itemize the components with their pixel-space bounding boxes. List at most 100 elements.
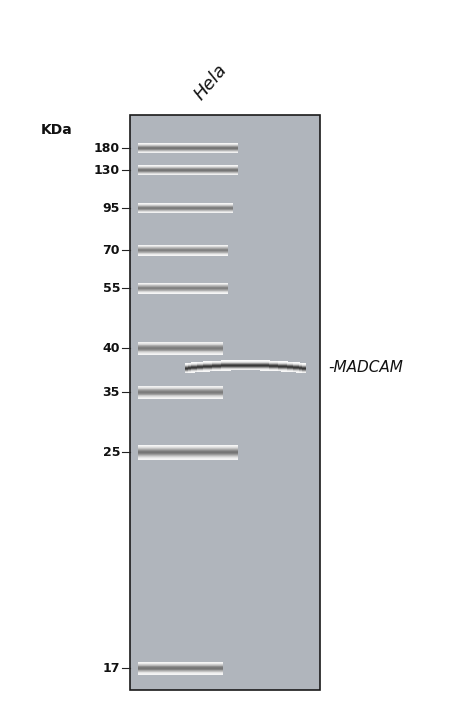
Bar (269, 364, 273, 365)
Bar (138, 446, 238, 448)
Bar (245, 369, 249, 370)
Bar (138, 147, 238, 148)
Bar (239, 367, 243, 368)
Bar (287, 363, 290, 364)
Bar (275, 364, 279, 365)
Bar (224, 364, 227, 365)
Bar (242, 362, 245, 363)
Bar (138, 174, 238, 175)
Bar (260, 362, 263, 363)
Bar (138, 211, 233, 212)
Bar (245, 365, 249, 366)
Bar (293, 365, 296, 366)
Bar (138, 665, 223, 666)
Bar (212, 366, 215, 367)
Bar (260, 367, 263, 368)
Bar (299, 368, 302, 370)
Bar (269, 361, 273, 362)
Bar (239, 361, 243, 362)
Bar (212, 367, 215, 368)
Bar (215, 367, 219, 368)
Bar (138, 341, 223, 342)
Bar (269, 365, 273, 366)
Bar (221, 369, 225, 370)
Bar (218, 362, 221, 363)
Bar (185, 366, 188, 367)
Bar (236, 368, 239, 369)
Bar (138, 458, 238, 459)
Bar (218, 361, 221, 363)
Bar (138, 342, 223, 343)
Bar (257, 367, 261, 368)
Bar (233, 363, 237, 364)
Bar (138, 287, 228, 288)
Bar (248, 366, 251, 367)
Bar (138, 212, 233, 214)
Bar (299, 371, 302, 372)
Bar (138, 169, 238, 170)
Bar (138, 350, 223, 351)
Bar (138, 206, 233, 207)
Bar (257, 369, 261, 370)
Bar (218, 363, 221, 364)
Bar (296, 368, 300, 369)
Bar (263, 367, 267, 368)
Bar (293, 362, 296, 363)
Bar (191, 363, 194, 364)
Bar (200, 367, 204, 368)
Bar (257, 365, 261, 366)
Bar (233, 365, 237, 366)
Bar (275, 370, 279, 371)
Bar (242, 365, 245, 366)
Bar (138, 397, 223, 399)
Bar (278, 370, 282, 371)
Bar (194, 365, 198, 366)
Bar (138, 453, 238, 455)
Bar (233, 367, 237, 368)
Bar (194, 363, 198, 364)
Bar (302, 364, 306, 365)
Bar (287, 368, 290, 369)
Bar (227, 369, 231, 370)
Bar (284, 370, 288, 371)
Bar (185, 370, 188, 371)
Bar (281, 366, 284, 367)
Text: 180: 180 (94, 141, 120, 155)
Bar (233, 364, 237, 365)
Bar (188, 366, 192, 367)
Bar (230, 363, 233, 364)
Bar (299, 368, 302, 369)
Bar (191, 370, 194, 371)
Bar (138, 397, 223, 398)
Bar (138, 671, 223, 672)
Bar (260, 363, 263, 365)
Bar (290, 371, 294, 372)
Bar (138, 150, 238, 151)
Bar (191, 364, 194, 365)
Bar (293, 371, 296, 372)
Bar (185, 365, 188, 366)
Bar (254, 363, 257, 364)
Bar (188, 372, 192, 373)
Bar (233, 369, 237, 370)
Bar (236, 361, 239, 362)
Bar (197, 364, 200, 366)
Bar (242, 368, 245, 369)
Bar (281, 369, 284, 370)
Bar (299, 367, 302, 368)
Bar (138, 387, 223, 389)
Bar (197, 370, 200, 371)
Bar (287, 363, 290, 365)
Bar (138, 452, 238, 453)
Bar (233, 362, 237, 363)
Bar (209, 365, 213, 366)
Bar (281, 367, 284, 368)
Bar (224, 369, 227, 370)
Bar (138, 148, 238, 149)
Bar (138, 144, 238, 145)
Bar (138, 391, 223, 392)
Bar (138, 165, 238, 166)
Text: 25: 25 (102, 445, 120, 459)
Bar (138, 246, 228, 247)
Bar (299, 367, 302, 368)
